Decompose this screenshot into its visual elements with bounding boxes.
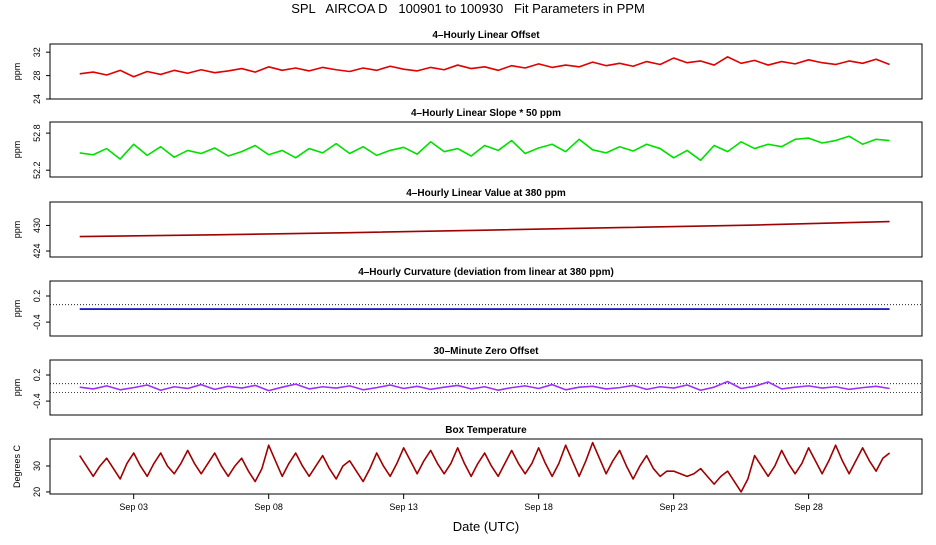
y-tick-label: 20	[32, 487, 42, 497]
y-axis-label: ppm	[12, 141, 22, 159]
plot-frame	[49, 359, 923, 416]
panel-title: 4–Hourly Curvature (deviation from linea…	[358, 267, 614, 278]
data-line	[79, 56, 890, 78]
y-tick-label: 424	[32, 244, 42, 259]
y-tick-label: 24	[32, 94, 42, 104]
y-tick-label: 32	[32, 47, 42, 57]
x-tick-label: Sep 28	[794, 502, 823, 512]
y-axis-label: ppm	[12, 221, 22, 239]
panel-title: 4–Hourly Linear Slope * 50 ppm	[411, 108, 561, 119]
x-axis-label: Date (UTC)	[453, 519, 519, 534]
y-tick-label: 30	[32, 461, 42, 471]
y-tick-label: -0.4	[32, 393, 42, 409]
y-tick-label: 430	[32, 218, 42, 233]
x-tick-label: Sep 18	[524, 502, 553, 512]
x-tick-label: Sep 13	[389, 502, 418, 512]
data-line	[79, 380, 890, 392]
panel-title: 4–Hourly Linear Offset	[432, 30, 540, 41]
panel-title: 30–Minute Zero Offset	[433, 346, 539, 357]
plot-frame	[49, 201, 923, 258]
plot-frame	[49, 438, 923, 495]
plot-frame	[49, 121, 923, 178]
y-tick-label: 52.2	[32, 161, 42, 179]
y-tick-label: 0.2	[32, 290, 42, 303]
y-axis-label: ppm	[12, 300, 22, 318]
panel-title: 4–Hourly Linear Value at 380 ppm	[406, 188, 566, 199]
chart-title: SPL AIRCOA D 100901 to 100930 Fit Parame…	[291, 1, 645, 16]
y-tick-label: 52.8	[32, 124, 42, 142]
data-line	[79, 135, 890, 162]
y-axis-label: ppm	[12, 63, 22, 81]
x-tick-label: Sep 08	[254, 502, 283, 512]
y-tick-label: 0.2	[32, 369, 42, 382]
panel-title: Box Temperature	[445, 425, 527, 436]
y-axis-label: ppm	[12, 379, 22, 397]
plot-frame	[49, 43, 923, 100]
x-tick-label: Sep 03	[119, 502, 148, 512]
y-tick-label: 28	[32, 71, 42, 81]
y-tick-label: -0.4	[32, 314, 42, 330]
plot-frame	[49, 280, 923, 337]
data-line	[79, 220, 890, 238]
data-line	[79, 441, 891, 493]
x-tick-label: Sep 23	[659, 502, 688, 512]
y-axis-label: Degrees C	[12, 444, 22, 488]
